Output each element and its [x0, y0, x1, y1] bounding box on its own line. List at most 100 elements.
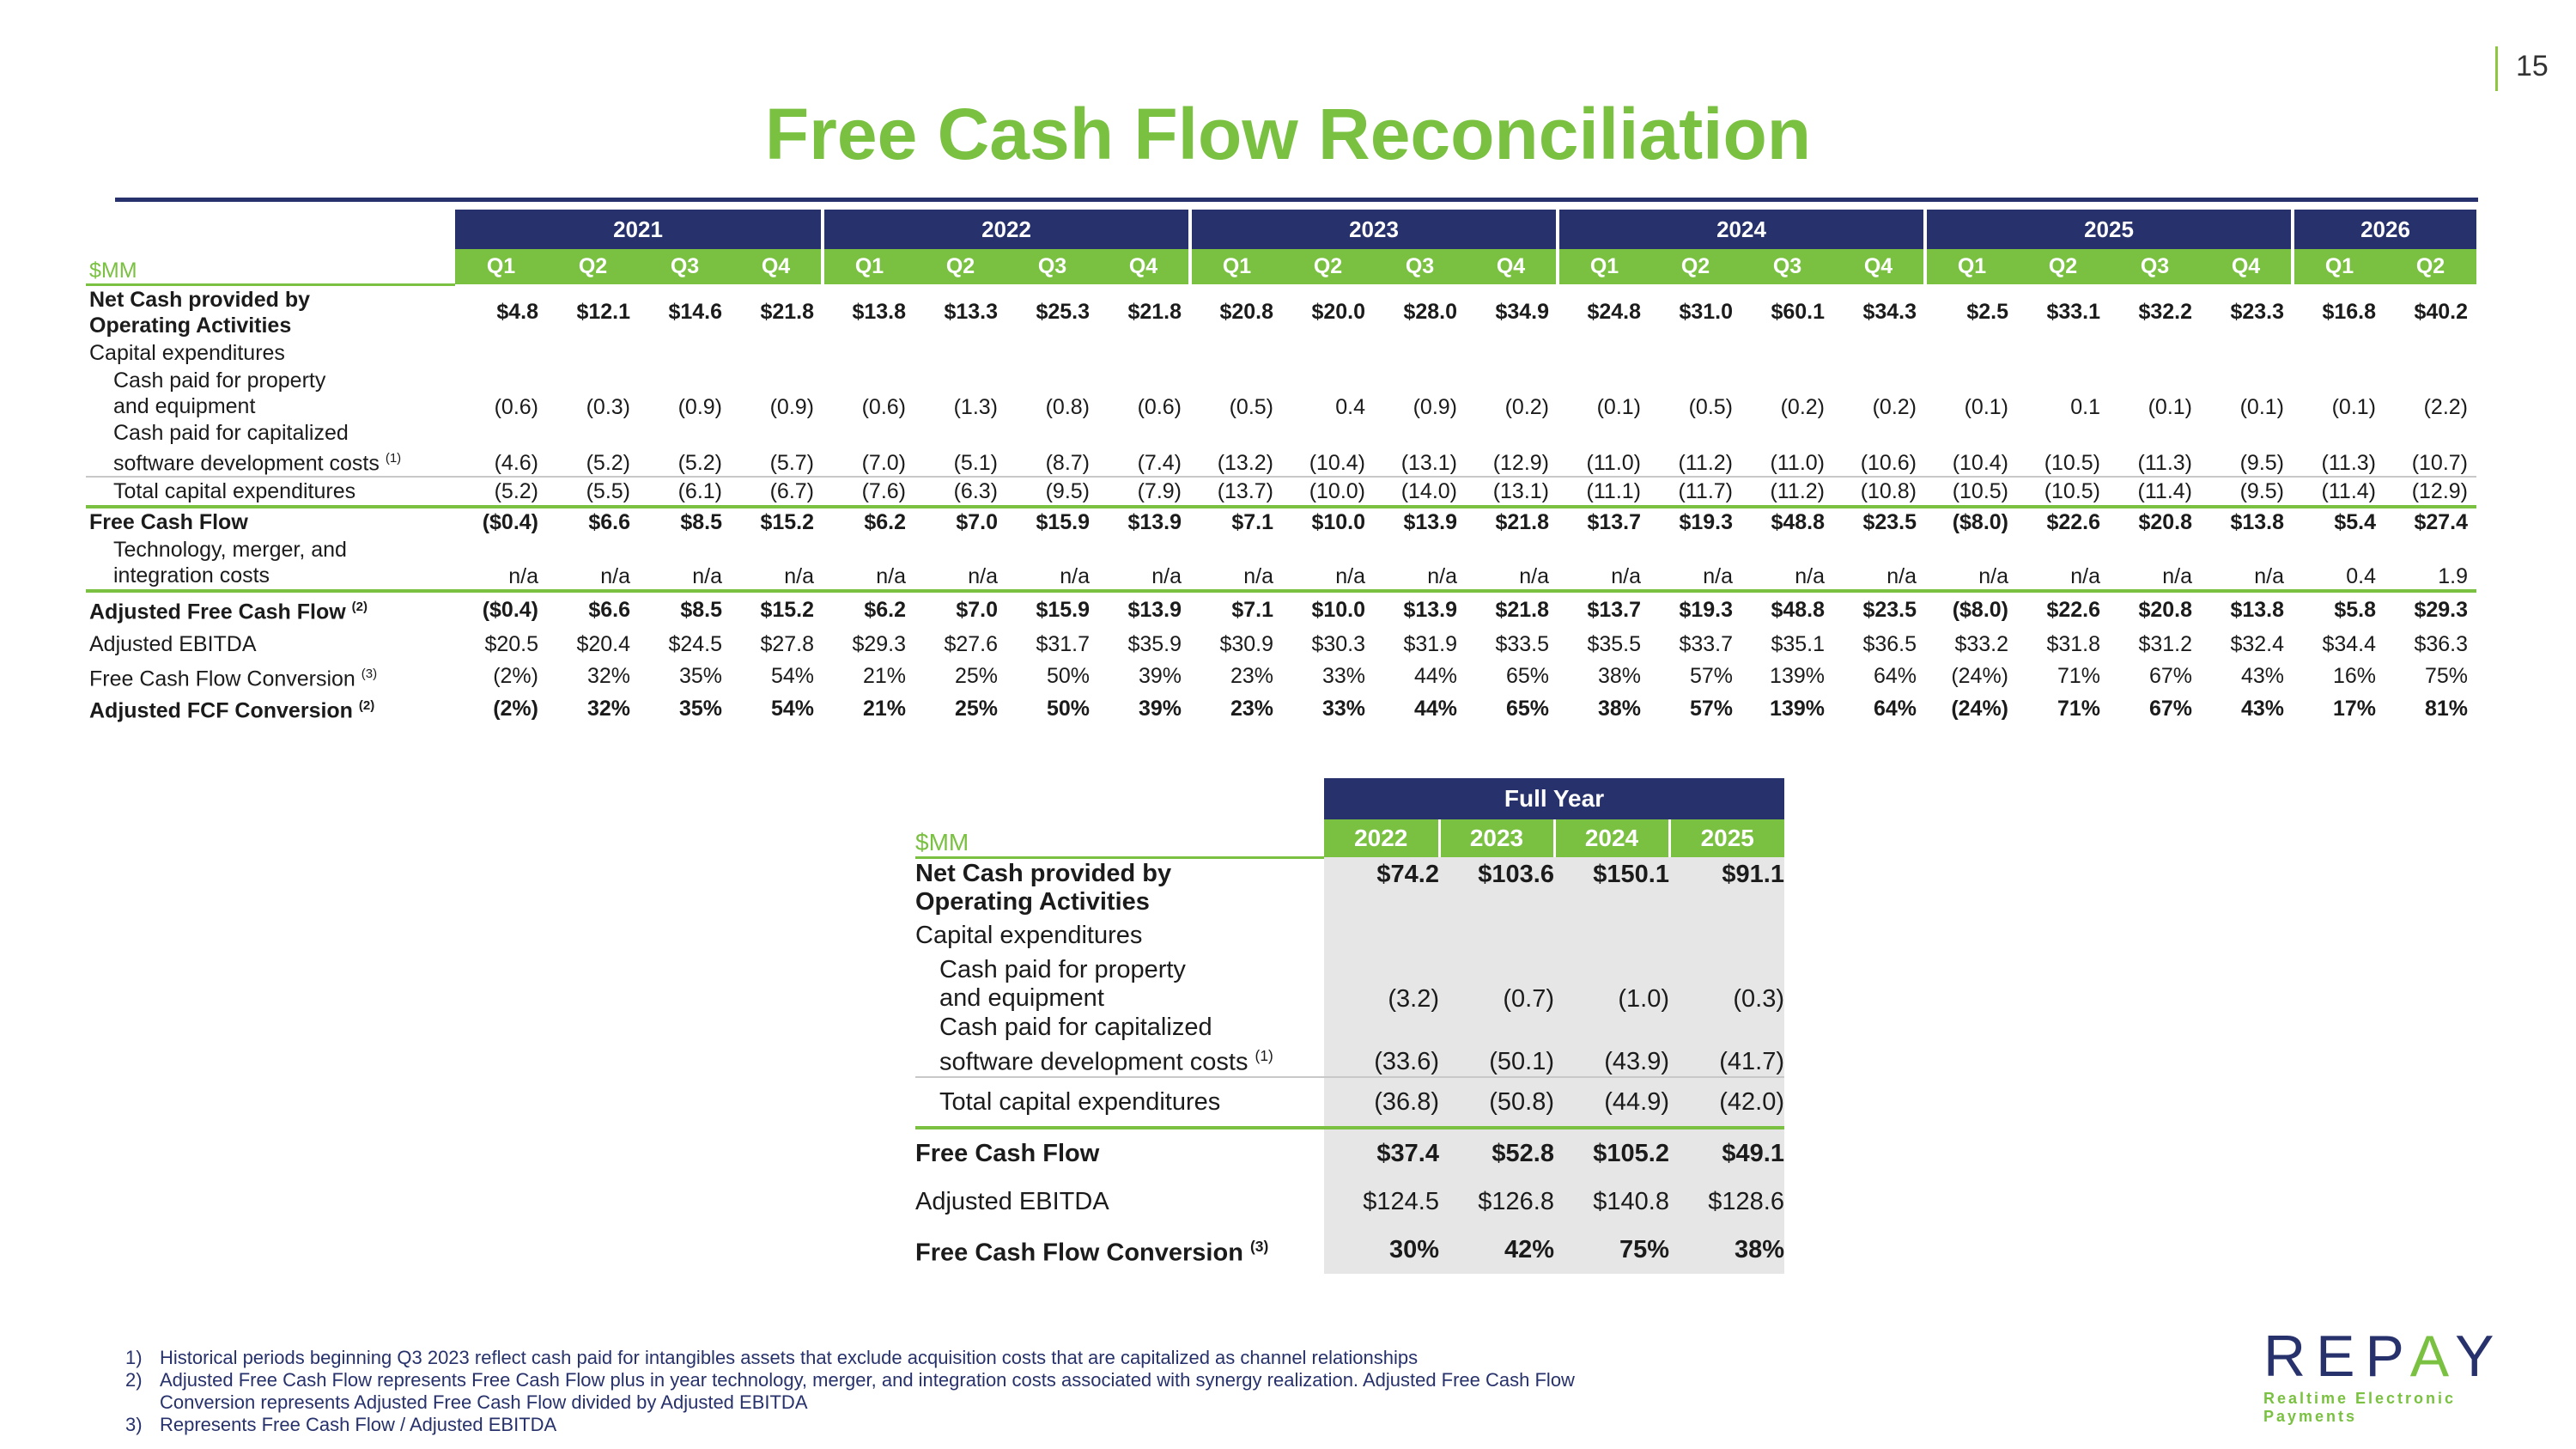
table-cell [1669, 916, 1784, 955]
table-cell: $24.5 [668, 631, 722, 656]
table-cell: 35% [678, 697, 722, 721]
table-cell: n/a [731, 535, 823, 593]
table-cell: (0.6) [494, 394, 538, 419]
table-cell: n/a [547, 535, 639, 593]
quarter-header: Q1 [823, 249, 914, 284]
table-cell: (24%) [1951, 664, 2008, 689]
table-cell: (10.5) [1925, 476, 2017, 508]
footnote-3: 3) Represents Free Cash Flow / Adjusted E… [125, 1414, 1637, 1436]
table-cell: $29.3 [852, 631, 906, 656]
quarter-header: Q1 [2293, 249, 2385, 284]
table-cell [639, 339, 731, 367]
quarter-header: Q3 [1006, 249, 1098, 284]
table-cell: (10.5) [2017, 476, 2109, 508]
table-row: Adjusted FCF Conversion (2) (2%) 32% 35% 54%… [86, 691, 2476, 726]
table-cell: $150.1 [1554, 857, 1669, 917]
table-cell: (10.0) [1282, 476, 1374, 508]
full-year-header-row: Full Year [915, 778, 1784, 819]
row-label: Cash paid for property and equipment [915, 955, 1324, 1014]
row-label-text: Adjusted EBITDA [89, 631, 257, 656]
row-label-text: Adjusted FCF Conversion [89, 698, 353, 723]
table-cell [2017, 339, 2109, 367]
footnote-number: 2) [125, 1369, 143, 1391]
table-cell: (11.3) [2109, 419, 2201, 478]
table-cell: (5.5) [547, 476, 639, 508]
table-cell: (0.2) [1504, 394, 1549, 419]
table-cell: 50% [1046, 664, 1090, 689]
table-row: Total capital expenditures (5.2) (5.5) (6.1… [86, 476, 2476, 508]
table-row: Adjusted EBITDA $20.5 $20.4 $24.5 $27.8 $29.3… [86, 627, 2476, 661]
quarter-header: Q4 [2201, 249, 2294, 284]
table-cell: $34.9 [1495, 299, 1549, 324]
table-cell [2293, 339, 2385, 367]
table-cell: 33% [1321, 664, 1365, 689]
table-cell: (9.5) [1006, 476, 1098, 508]
row-label: Adjusted FCF Conversion (2) [86, 691, 455, 726]
table-cell: (11.0) [1558, 419, 1649, 478]
table-row: Adjusted Free Cash Flow (2) ($0.4) $6.6 $8.… [86, 591, 2476, 627]
table-cell: 38% [1669, 1226, 1784, 1275]
table-cell [455, 339, 547, 367]
table-cell: (0.8) [1045, 394, 1090, 419]
table-cell: $27.8 [760, 631, 814, 656]
table-cell: n/a [1282, 535, 1374, 593]
table-cell: (0.1) [1596, 394, 1641, 419]
quarter-header: Q3 [1741, 249, 1833, 284]
table-cell: (0.2) [1780, 394, 1825, 419]
table-cell: (11.4) [2293, 476, 2385, 508]
table-cell: $23.5 [1862, 597, 1917, 622]
table-cell: $105.2 [1554, 1128, 1669, 1178]
table-cell: 39% [1138, 664, 1182, 689]
row-label-text: Free Cash Flow [915, 1139, 1100, 1167]
table-cell [2385, 339, 2476, 367]
row-label: Free Cash Flow Conversion (3) [86, 661, 455, 691]
table-cell: 23% [1230, 664, 1273, 689]
table-cell: 17% [2332, 697, 2376, 721]
table-row: Cash paid for capitalized software devel… [915, 1013, 1784, 1079]
row-label: Net Cash provided by Operating Activitie… [915, 857, 1324, 917]
table-cell: 21% [862, 697, 906, 721]
table-cell: (0.1) [1964, 394, 2008, 419]
full-year-column-2022: 2022 [1324, 819, 1441, 857]
quarter-header: Q3 [2109, 249, 2201, 284]
table-row: Cash paid for property and equipment (3.2… [915, 954, 1784, 1014]
table-cell: 57% [1689, 697, 1733, 721]
table-cell: (7.0) [823, 419, 914, 478]
table-cell: 42% [1439, 1226, 1554, 1275]
table-cell: (13.2) [1190, 419, 1282, 478]
table-cell: $32.2 [2138, 299, 2192, 324]
table-cell: (11.3) [2293, 419, 2385, 478]
table-cell: $74.2 [1324, 857, 1439, 917]
table-cell: $7.0 [956, 509, 998, 534]
table-cell: $20.5 [484, 631, 538, 656]
table-cell: $34.3 [1862, 299, 1917, 324]
table-cell: (7.6) [823, 476, 914, 508]
table-cell: $13.7 [1587, 509, 1641, 534]
table-cell: (1.0) [1554, 954, 1669, 1014]
table-cell [2109, 339, 2201, 367]
table-cell: $13.9 [1403, 509, 1457, 534]
table-cell: 54% [770, 664, 814, 689]
table-cell: (3.2) [1324, 954, 1439, 1014]
table-cell: $91.1 [1669, 857, 1784, 917]
quarter-header: Q1 [455, 249, 547, 284]
table-cell [1554, 916, 1669, 955]
table-cell: (50.8) [1439, 1077, 1554, 1130]
quarter-header: Q1 [1925, 249, 2017, 284]
table-cell: $8.5 [680, 509, 722, 534]
table-cell: $31.8 [2046, 631, 2100, 656]
row-label: Adjusted Free Cash Flow (2) [86, 591, 455, 627]
quarter-header: Q1 [1558, 249, 1649, 284]
table-cell: (11.2) [1741, 476, 1833, 508]
table-cell: $13.8 [852, 299, 906, 324]
table-row: Total capital expenditures (36.8) (50.8) (4… [915, 1077, 1784, 1130]
logo-wordmark: REPAY [2263, 1324, 2505, 1389]
table-cell: (11.7) [1649, 476, 1741, 508]
table-row: Adjusted EBITDA $124.5 $126.8 $140.8 $128.6 [915, 1178, 1784, 1227]
table-cell: $27.6 [944, 631, 998, 656]
table-cell [1741, 339, 1833, 367]
table-cell: n/a [2201, 535, 2293, 593]
table-cell: $33.2 [1954, 631, 2008, 656]
table-cell: n/a [1925, 535, 2017, 593]
table-cell: (50.1) [1439, 1013, 1554, 1079]
